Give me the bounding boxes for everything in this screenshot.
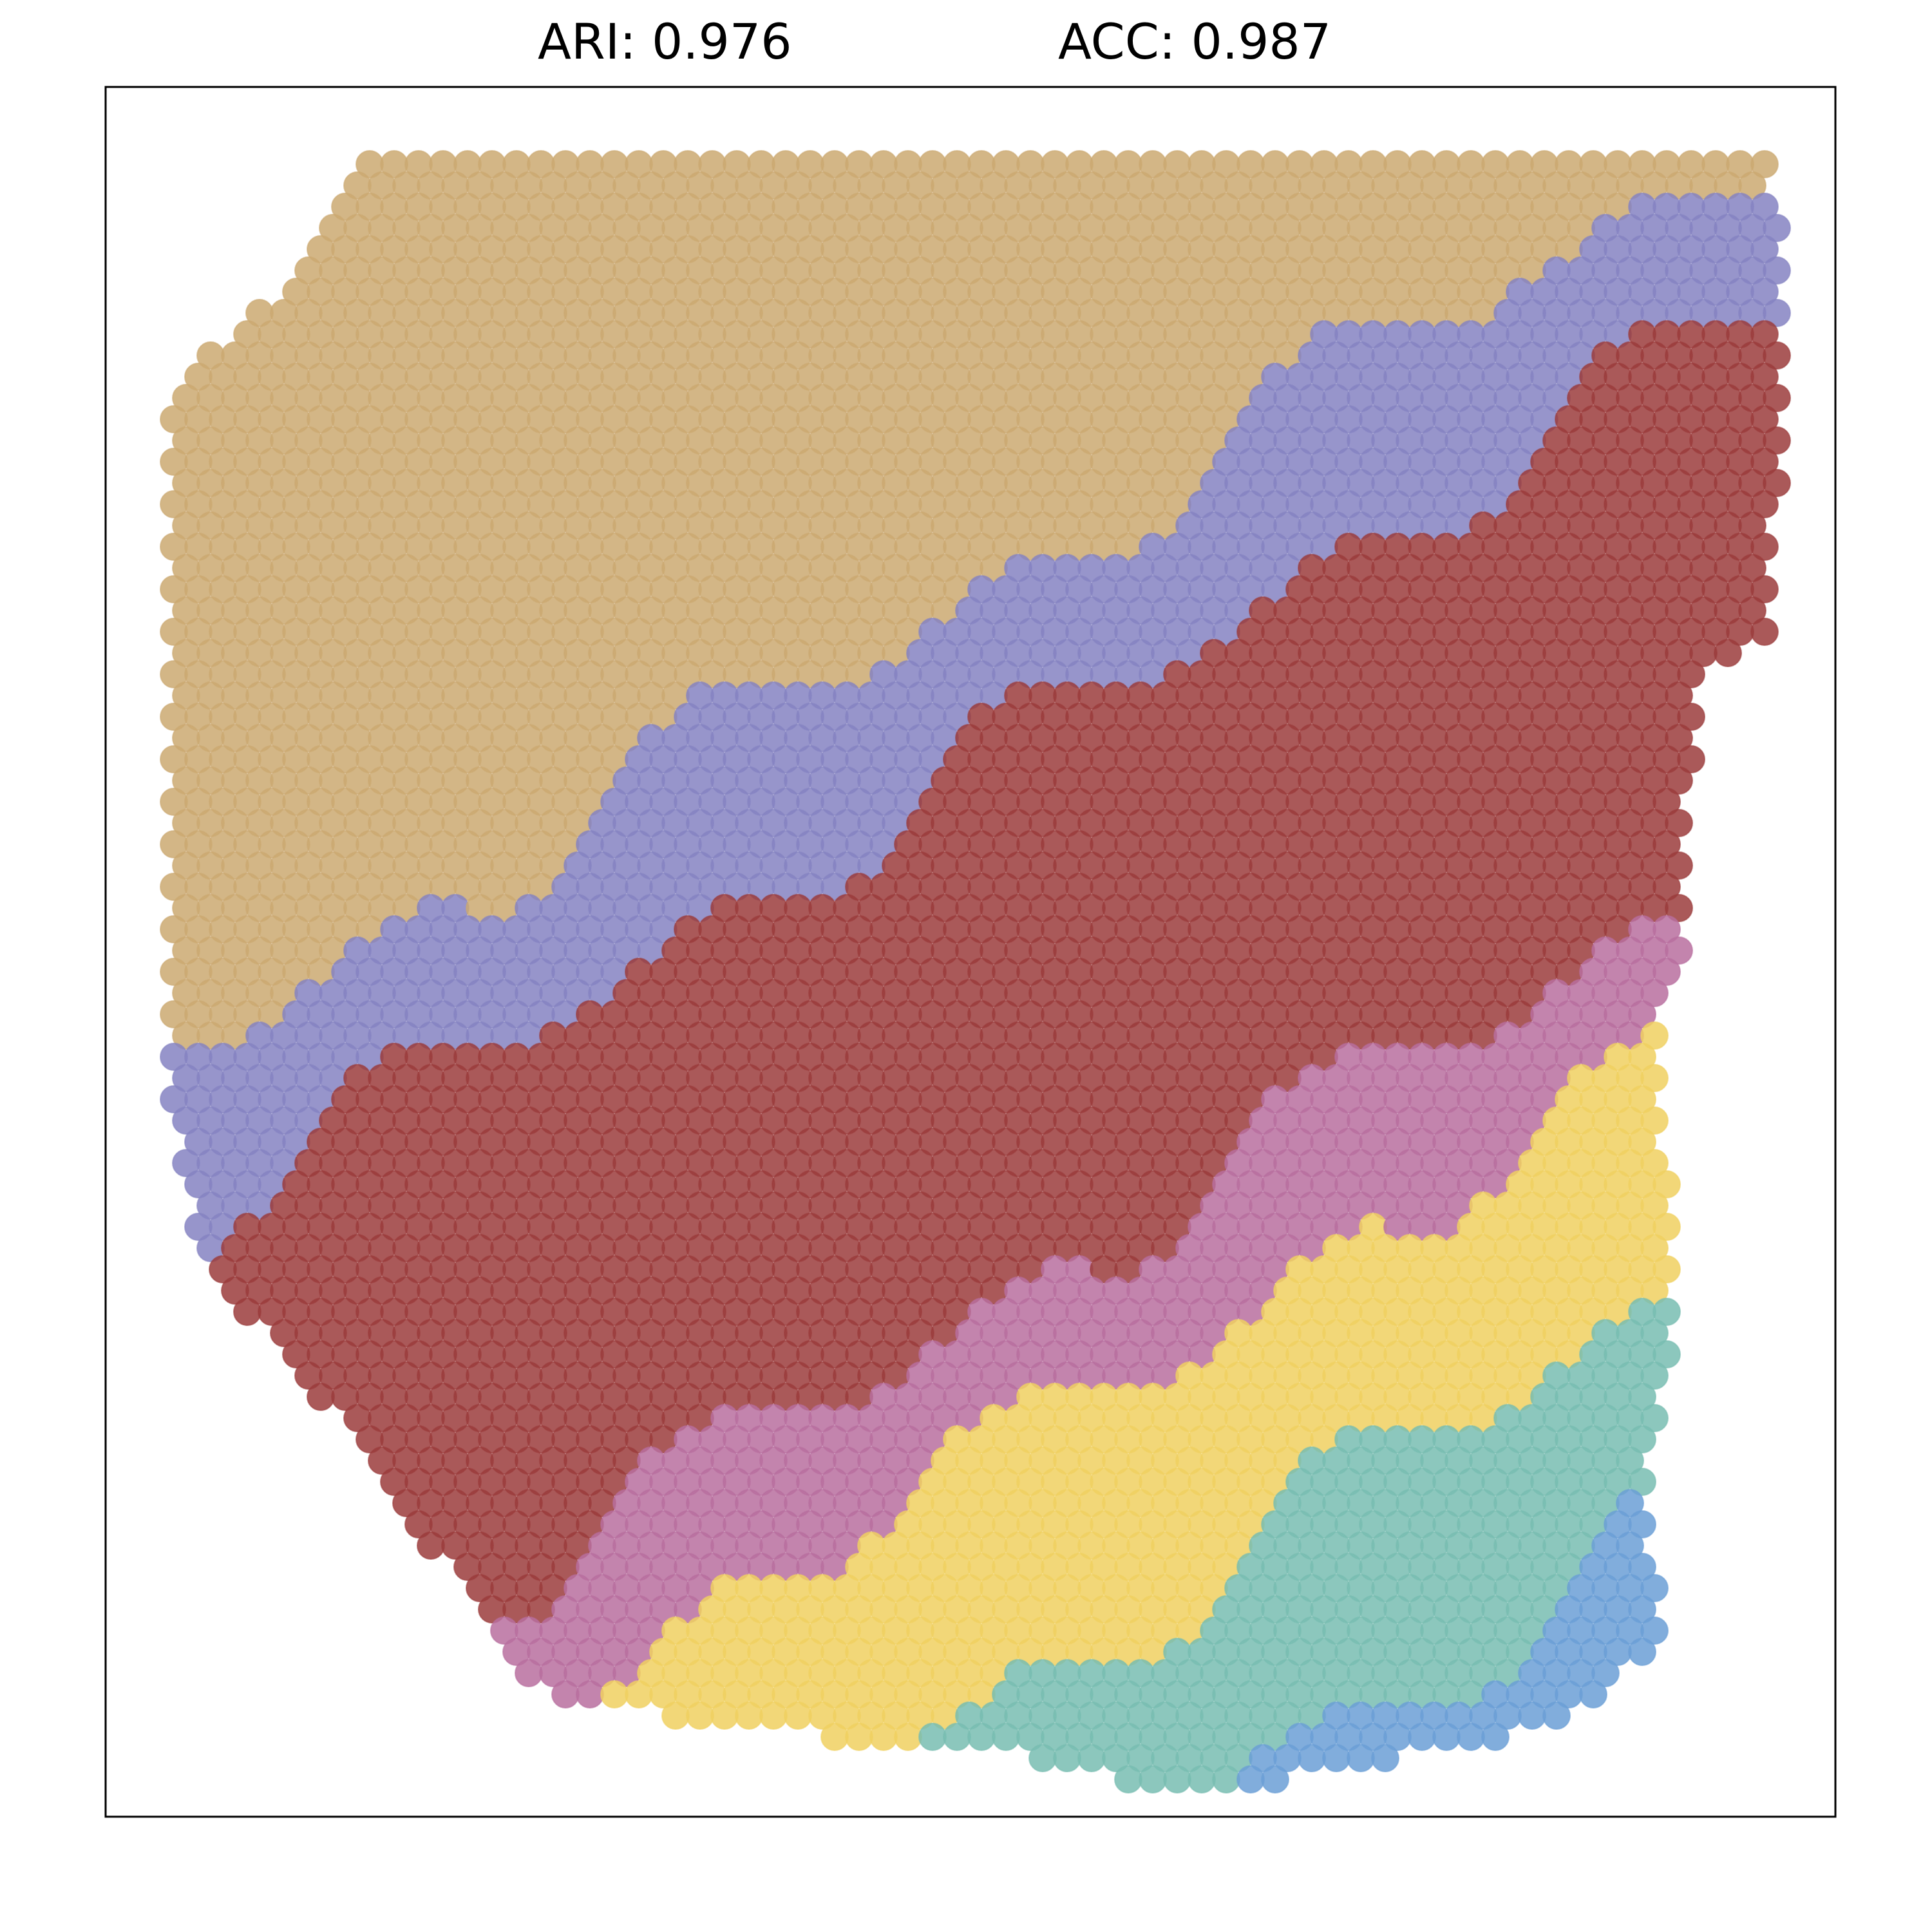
spot-blue	[1408, 1723, 1436, 1751]
spot-dark-red	[1763, 341, 1791, 370]
spot-lavender	[1750, 278, 1779, 306]
spot-yellow	[894, 1723, 922, 1751]
spot-dark-red	[417, 1531, 445, 1560]
spot-dark-red	[1750, 618, 1779, 646]
spot-yellow	[759, 1701, 788, 1730]
spot-blue	[1481, 1723, 1510, 1751]
ari-metric-label: ARI: 0.976	[538, 13, 792, 70]
spot-blue	[1236, 1765, 1265, 1794]
spot-blue	[1542, 1701, 1571, 1730]
spot-blue	[1518, 1701, 1546, 1730]
spot-teal	[1114, 1765, 1142, 1794]
spot-yellow	[710, 1701, 739, 1730]
spot-teal	[1139, 1765, 1167, 1794]
spot-tan	[1738, 171, 1766, 200]
spot-blue	[1432, 1723, 1461, 1751]
spot-yellow	[820, 1723, 849, 1751]
spot-blue	[1628, 1638, 1656, 1666]
spot-teal	[1212, 1765, 1240, 1794]
spot-teal	[992, 1723, 1020, 1751]
spot-blue	[1371, 1744, 1399, 1772]
spot-blue	[1298, 1744, 1326, 1772]
spot-yellow	[784, 1701, 812, 1730]
chart-title: ARI: 0.976 ACC: 0.987	[0, 13, 1932, 84]
spot-lavender	[1750, 235, 1779, 263]
spot-yellow	[625, 1680, 653, 1709]
spot-pink	[551, 1680, 580, 1709]
spot-yellow	[686, 1701, 714, 1730]
spot-tan	[1750, 150, 1779, 178]
spot-teal	[967, 1723, 996, 1751]
spot-pink	[576, 1680, 604, 1709]
acc-metric-label: ACC: 0.987	[1058, 13, 1332, 70]
spot-dark-red	[1763, 384, 1791, 412]
spot-dark-red	[1763, 426, 1791, 455]
spot-teal	[918, 1723, 947, 1751]
spot-dark-red	[233, 1298, 261, 1326]
spot-teal	[943, 1723, 971, 1751]
spot-dark-red	[1714, 639, 1742, 667]
spot-blue	[1261, 1765, 1289, 1794]
spot-yellow	[661, 1701, 690, 1730]
spot-dark-red	[307, 1383, 335, 1411]
spot-blue	[1322, 1744, 1350, 1772]
spot-yellow	[845, 1723, 873, 1751]
spot-teal	[1188, 1765, 1216, 1794]
spot-yellow	[735, 1701, 763, 1730]
spot-blue	[1457, 1723, 1485, 1751]
spot-dark-red	[1750, 363, 1779, 391]
spot-lavender	[1750, 193, 1779, 221]
spot-teal	[1028, 1744, 1057, 1772]
spot-teal	[1077, 1744, 1106, 1772]
spot-blue	[1347, 1744, 1375, 1772]
spot-layer	[160, 150, 1791, 1794]
spot-blue	[1579, 1680, 1607, 1709]
spot-teal	[1163, 1765, 1191, 1794]
spot-teal	[1053, 1744, 1081, 1772]
spot-yellow	[600, 1680, 629, 1709]
spot-lavender	[1763, 256, 1791, 285]
spot-pink	[515, 1659, 543, 1687]
spot-dark-red	[1750, 405, 1779, 433]
spot-lavender	[1763, 214, 1791, 242]
spot-dark-red	[1750, 320, 1779, 348]
spot-lavender	[1763, 299, 1791, 327]
spot-yellow	[869, 1723, 898, 1751]
